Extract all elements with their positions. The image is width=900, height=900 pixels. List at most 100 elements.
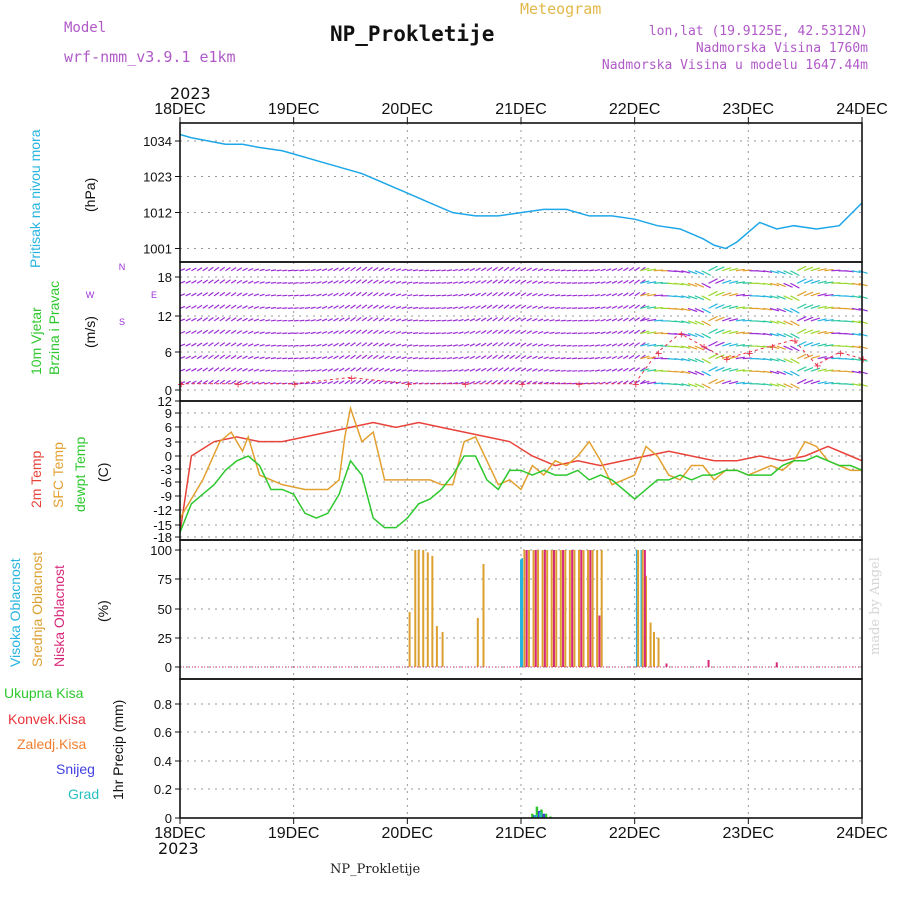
wind-barb	[355, 354, 362, 360]
wind-barb	[532, 267, 538, 272]
wind-barb	[606, 305, 612, 309]
xtick-label-bottom: 24DEC	[836, 825, 888, 842]
wind-barb	[390, 380, 396, 385]
wind-barb	[407, 356, 413, 360]
wind-barb	[520, 279, 527, 284]
wind-barb	[424, 370, 430, 372]
pressure-unit: (hPa)	[82, 177, 98, 212]
wind-barb	[796, 290, 807, 297]
wind-barb	[715, 329, 725, 335]
wind-barb	[327, 267, 334, 272]
wind-barb	[572, 294, 578, 297]
wind-barb	[435, 344, 441, 347]
wind-barb	[634, 291, 641, 297]
wind-barb	[202, 379, 209, 385]
wind-barb	[333, 292, 339, 297]
wind-barb	[701, 282, 712, 289]
wind-barb	[378, 330, 385, 335]
wind-barb	[647, 381, 657, 385]
wind-barb	[577, 282, 583, 284]
wind-barb	[803, 291, 814, 297]
wind-barb	[185, 368, 191, 372]
wind-barb	[560, 369, 566, 372]
wind-barb	[259, 356, 265, 360]
wind-barb	[469, 280, 476, 284]
wind-barb	[600, 281, 606, 284]
wind-barb	[851, 282, 861, 286]
wind-barb	[803, 329, 814, 335]
wind-speed-marker: +	[677, 330, 685, 341]
wind-barb	[577, 344, 583, 347]
wind-barb	[600, 318, 606, 322]
wind-barb	[219, 316, 226, 322]
wind-barb	[247, 280, 254, 284]
wind-barb	[304, 382, 311, 385]
wind-barb	[304, 369, 311, 372]
wind-barb	[304, 294, 311, 297]
wind-barb	[407, 294, 413, 297]
wind-barb	[208, 342, 214, 347]
wind-barb	[441, 281, 447, 284]
wind-barb	[617, 305, 623, 309]
wind-barb	[225, 279, 231, 284]
wind-barb	[728, 380, 739, 385]
wind-barb	[572, 319, 578, 322]
wind-barb	[253, 268, 260, 272]
wind-barb	[722, 292, 732, 297]
wind-barb	[817, 293, 827, 297]
wind-barb	[674, 320, 684, 324]
wind-barb	[236, 342, 243, 347]
wind-barb	[600, 356, 606, 360]
wind-barb	[384, 330, 390, 335]
wind-barb	[589, 294, 595, 297]
wind-barb	[316, 356, 322, 360]
wind-barb	[509, 354, 515, 360]
wind-barb	[851, 332, 861, 336]
wind-barb	[407, 319, 413, 322]
wind-legend-n: N	[119, 262, 126, 272]
wind-barb	[503, 367, 510, 372]
wind-barb	[242, 292, 248, 297]
wind-barb	[390, 267, 396, 272]
wind-barb	[344, 317, 351, 322]
ytick-label: 6	[165, 420, 172, 435]
wind-barb	[708, 378, 718, 385]
ytick-label: 1012	[143, 206, 172, 221]
wind-barb	[469, 318, 476, 322]
wind-barb	[708, 353, 718, 360]
wind-barb	[287, 344, 294, 347]
ytick-label: -12	[153, 503, 172, 518]
wind-barb	[355, 291, 362, 297]
wind-barb	[463, 280, 470, 284]
wind-barb	[355, 329, 362, 334]
wind-barb	[310, 306, 316, 309]
wind-barb	[333, 317, 339, 322]
wind-barb	[497, 316, 504, 322]
wind-barb	[514, 292, 521, 297]
wind-unit: (m/s)	[82, 316, 98, 348]
pressure-line	[179, 133, 863, 250]
wind-barb	[185, 343, 191, 347]
wind-barb	[338, 329, 345, 335]
wind-barb	[606, 280, 612, 284]
wind-barb	[242, 280, 248, 284]
wind-barb	[395, 318, 402, 322]
wind-barb	[435, 307, 441, 309]
wind-barb	[287, 370, 294, 372]
wind-barb	[452, 319, 458, 322]
legend-hail: Grad	[68, 786, 100, 802]
wind-barb	[722, 279, 732, 284]
panel-frame	[179, 122, 863, 263]
wind-barb	[475, 317, 481, 322]
wind-barb	[213, 304, 220, 309]
wind-barb	[622, 355, 629, 360]
wind-barb	[776, 358, 786, 363]
wind-barb	[247, 330, 254, 335]
wind-barb	[480, 304, 487, 309]
wind-barb	[537, 381, 544, 385]
wind-barb	[452, 369, 458, 372]
wind-barb	[594, 268, 601, 272]
wind-barb	[316, 281, 322, 284]
wind-barb	[735, 293, 745, 297]
wind-barb	[202, 329, 209, 335]
